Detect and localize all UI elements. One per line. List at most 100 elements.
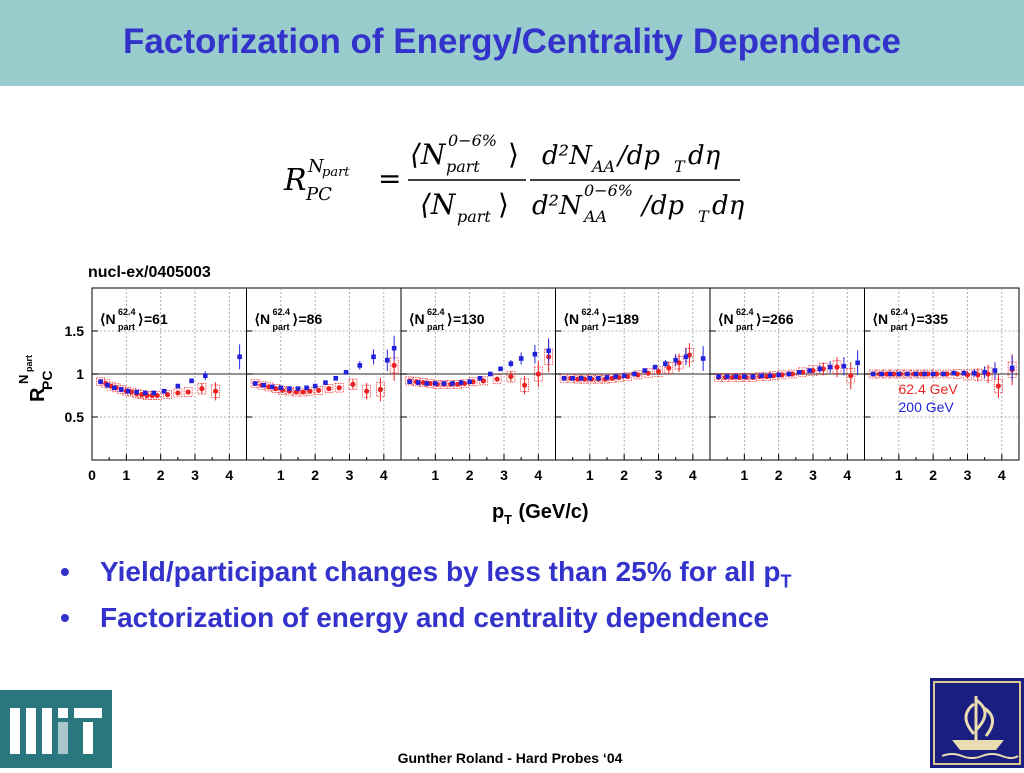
syst-box [439, 379, 449, 389]
syst-box [492, 374, 502, 385]
y-tick-label: 1 [76, 366, 84, 382]
x-tick-label: 4 [843, 467, 851, 483]
ship-frame [933, 681, 1021, 765]
legend-entry-blue: 200 GeV [899, 399, 955, 415]
syst-box [654, 366, 663, 377]
point-red [535, 371, 541, 377]
syst-box [559, 373, 569, 383]
formula-den2-rest: /dp [639, 191, 684, 221]
point-blue [134, 389, 139, 395]
syst-box [868, 369, 878, 379]
point-blue [632, 371, 637, 377]
panel-label-open: ⟨N [564, 311, 580, 327]
x-axis-label-rest: (GeV/c) [513, 501, 589, 523]
formula-lhs-sup-sub: part [322, 165, 350, 180]
formula-den1-sub: part [457, 207, 491, 226]
point-blue [930, 371, 936, 377]
point-blue [750, 374, 756, 379]
syst-box [643, 368, 653, 378]
syst-box [875, 369, 885, 379]
syst-box [163, 390, 172, 399]
x-tick-label: 2 [775, 467, 783, 483]
bullet-text: Factorization of energy and centrality d… [100, 602, 770, 633]
x-tick-label: 2 [311, 467, 319, 483]
point-blue [323, 380, 328, 385]
chart-panel: 0 1 2 3 4 ⟨N 62.4 part ⟩ =61 [88, 287, 247, 483]
point-blue [596, 376, 601, 381]
point-blue [333, 376, 339, 381]
formula-num2-rest-sub: T [674, 157, 686, 176]
panel-label-open: ⟨N [873, 311, 889, 327]
rpc-formula: R PC N part = ⟨N 0−6% part ⟩ ⟨N part ⟩ d… [283, 131, 745, 226]
point-blue [951, 370, 957, 376]
point-blue [827, 364, 833, 370]
point-red [185, 389, 191, 395]
slide-title: Factorization of Energy/Centrality Depen… [123, 22, 901, 61]
point-blue [384, 357, 390, 363]
syst-box [909, 369, 919, 379]
syst-box [566, 373, 576, 383]
point-blue [913, 371, 919, 377]
point-blue [879, 371, 884, 377]
bullet-dot: • [60, 602, 70, 633]
point-blue [807, 368, 812, 373]
panel-label-sup: 62.4 [427, 307, 445, 317]
point-blue [561, 376, 567, 381]
x-tick-label: 3 [809, 467, 817, 483]
syst-box [755, 372, 765, 381]
formula-lhs-sub: PC [305, 184, 332, 205]
point-blue [992, 368, 998, 373]
y-axis-label-sup-sub: part [24, 355, 34, 372]
x-tick-label: 1 [277, 467, 285, 483]
panel-label-sub: part [118, 322, 135, 332]
syst-box [348, 378, 358, 390]
panel-label-close: ⟩ [756, 311, 761, 327]
panel-npart-value: =335 [917, 311, 949, 327]
ship-logo [930, 678, 1024, 768]
panel-label-sup: 62.4 [736, 307, 754, 317]
mit-bar [83, 722, 93, 754]
point-blue [663, 361, 668, 366]
point-blue [578, 376, 584, 381]
point-blue [498, 366, 503, 372]
point-blue [151, 390, 157, 396]
x-tick-label: 4 [689, 467, 697, 483]
syst-box [714, 373, 723, 382]
point-blue [532, 351, 538, 357]
point-blue [508, 361, 514, 366]
point-blue [357, 363, 363, 368]
mit-bar [10, 708, 20, 754]
point-blue [203, 373, 208, 379]
point-blue [642, 368, 648, 373]
point-blue [112, 385, 117, 391]
point-blue [733, 374, 739, 379]
panel-npart-value: =130 [453, 311, 485, 327]
ship-icon [933, 681, 1021, 765]
syst-box [721, 373, 730, 382]
point-blue [905, 371, 910, 377]
point-blue [295, 386, 301, 391]
x-tick-label: 3 [964, 467, 972, 483]
point-blue [161, 388, 167, 394]
point-blue [673, 357, 678, 363]
mit-bar [26, 708, 36, 754]
x-tick-label: 1 [895, 467, 903, 483]
point-blue [941, 371, 946, 377]
syst-box [748, 373, 758, 382]
point-blue [742, 374, 747, 379]
syst-box [952, 369, 962, 379]
point-red [666, 365, 672, 371]
point-red [834, 364, 840, 370]
formula-den1-close: ⟩ [498, 188, 509, 221]
point-blue [118, 387, 124, 392]
x-tick-label: 2 [157, 467, 165, 483]
formula-num1-close: ⟩ [508, 138, 519, 171]
panel-label-sub: part [582, 322, 599, 332]
x-tick-label: 3 [500, 467, 508, 483]
y-axis-label: R PC N part [16, 355, 55, 402]
reference-label: nucl-ex/0405003 [88, 264, 211, 281]
syst-box [412, 377, 421, 387]
point-red [377, 386, 383, 393]
panel-label-close: ⟩ [602, 311, 607, 327]
